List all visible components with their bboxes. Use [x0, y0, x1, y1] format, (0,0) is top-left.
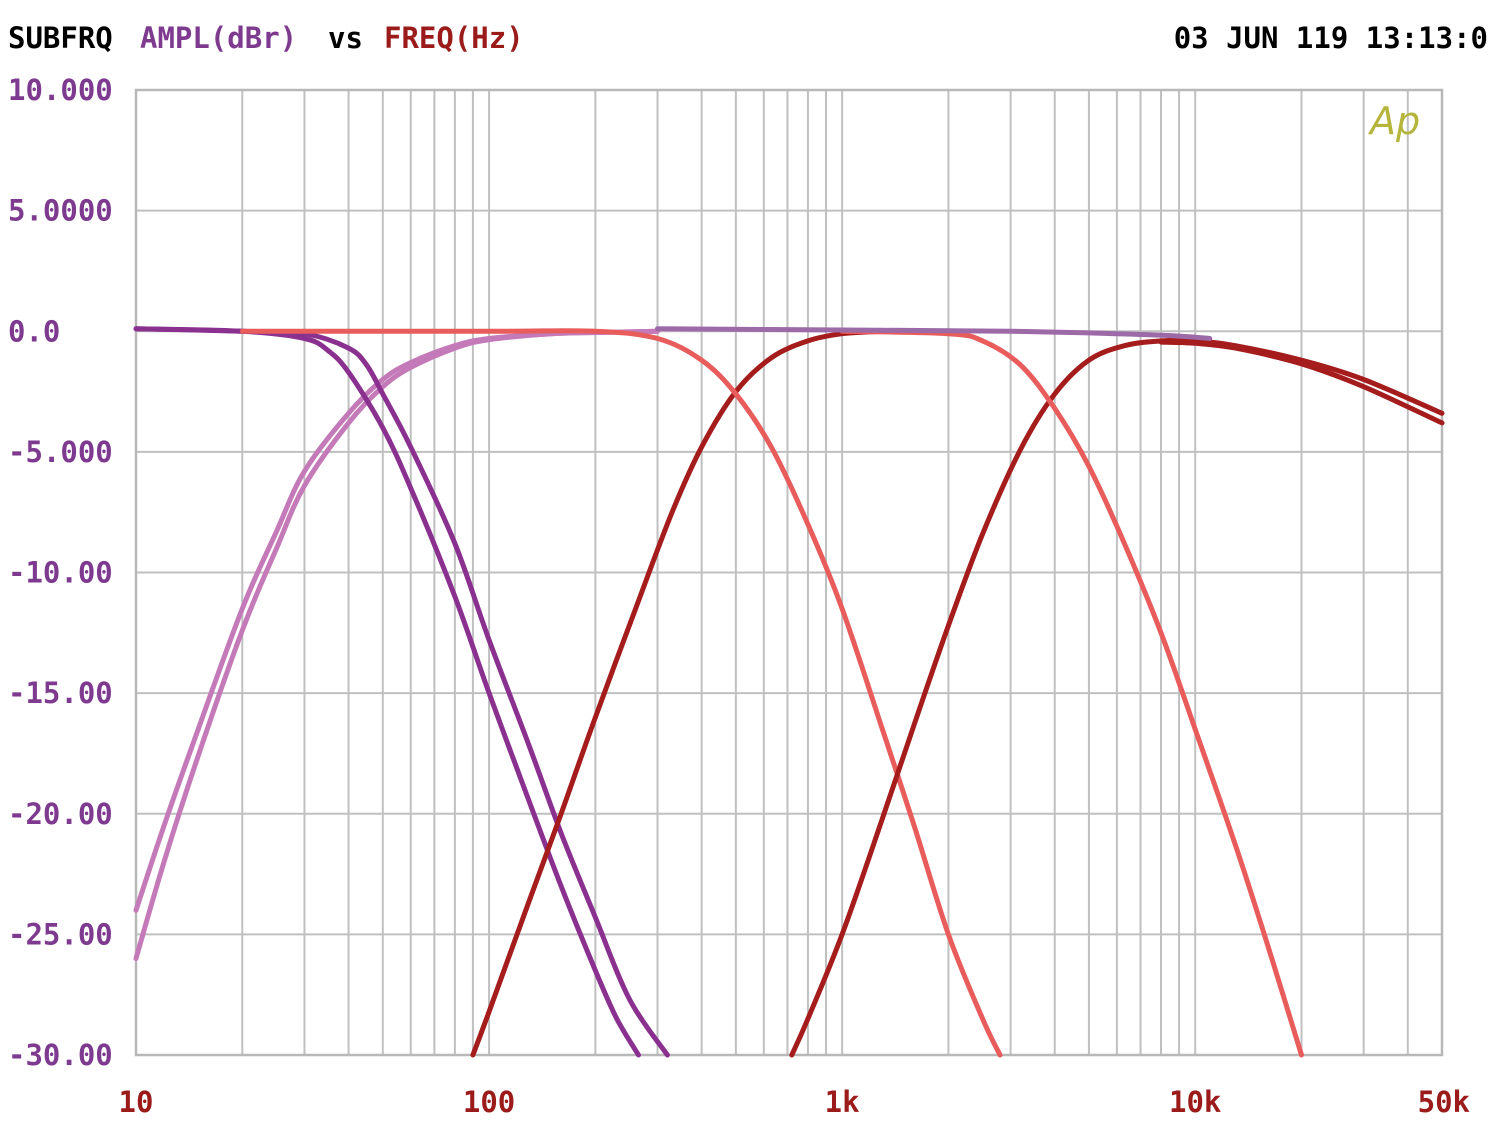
series-line-9	[839, 328, 1304, 1058]
x-tick-label: 1k	[825, 1085, 860, 1119]
x-tick-label: 10k	[1169, 1085, 1221, 1119]
header-vs: vs	[328, 21, 363, 55]
y-tick-label: 5.0000	[8, 194, 113, 228]
series-line-3	[133, 326, 641, 1058]
ap-logo: Ap	[1367, 99, 1420, 143]
series-line-10	[655, 326, 1213, 341]
series-line-6	[239, 328, 1003, 1058]
y-tick-label: 10.000	[8, 73, 113, 107]
y-tick-label: -30.00	[8, 1038, 113, 1072]
header-x-quantity: FREQ(Hz)	[384, 21, 524, 55]
y-tick-label: -25.00	[8, 917, 113, 951]
series-line-2	[133, 328, 660, 961]
y-tick-label: -15.00	[8, 676, 113, 710]
x-tick-label: 50k	[1418, 1085, 1470, 1119]
y-axis-ticks: 10.000 5.0000 0.0 -5.000 -10.00 -15.00 -20.00 -…	[8, 73, 113, 1072]
y-tick-label: -5.000	[8, 435, 113, 469]
series-line-5	[470, 328, 885, 1058]
header-y-quantity: AMPL(dBr)	[140, 21, 297, 55]
plot-frame	[134, 88, 1444, 1057]
series-group	[133, 326, 1445, 1058]
header-left-label: SUBFRQ	[8, 21, 113, 55]
x-tick-label: 10	[119, 1085, 154, 1119]
header-timestamp: 03 JUN 119 13:13:0	[1174, 21, 1488, 55]
y-tick-label: 0.0	[8, 314, 60, 348]
series-line-8	[1158, 339, 1445, 426]
x-tick-label: 100	[463, 1085, 515, 1119]
x-axis-ticks: 10 100 1k 10k 50k	[119, 1085, 1470, 1119]
y-tick-label: -20.00	[8, 797, 113, 831]
series-line-4	[133, 326, 670, 1058]
y-tick-label: -10.00	[8, 556, 113, 590]
series-line-7	[789, 337, 1445, 1058]
